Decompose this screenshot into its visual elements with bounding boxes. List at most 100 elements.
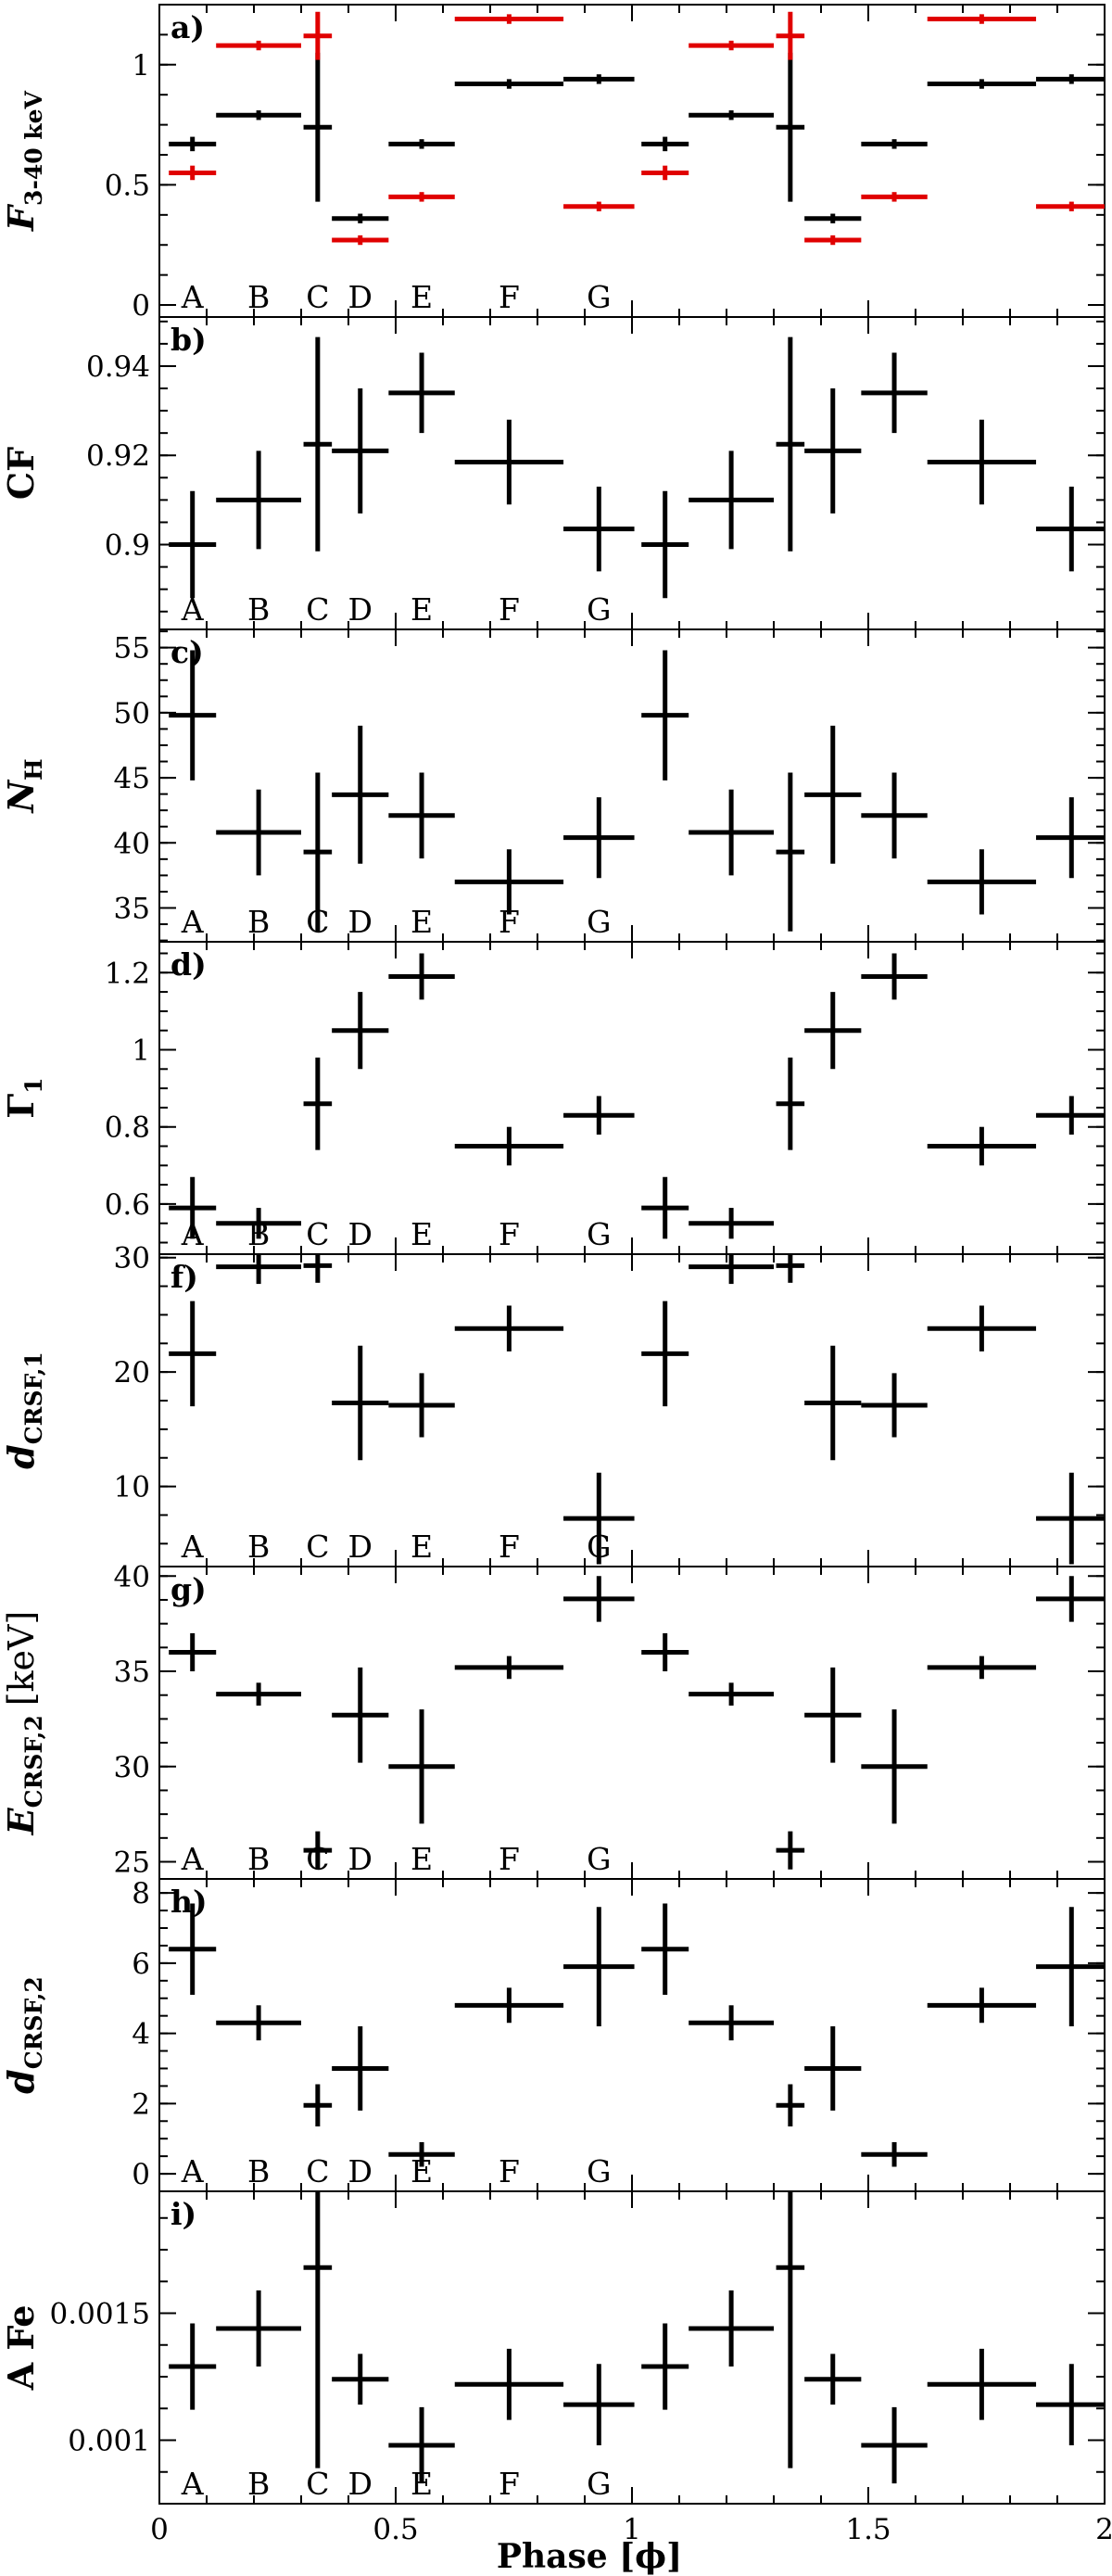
panel-letter: d) bbox=[171, 946, 207, 983]
data-point bbox=[454, 419, 564, 505]
data-point bbox=[169, 1632, 217, 1672]
y-tick-label: 0.8 bbox=[105, 1111, 150, 1145]
data-point bbox=[332, 992, 389, 1070]
data-point bbox=[861, 772, 928, 859]
data-point bbox=[641, 2323, 689, 2410]
phase-label-C: C bbox=[306, 1841, 329, 1877]
data-point bbox=[927, 419, 1037, 505]
data-point bbox=[216, 2005, 301, 2041]
y-axis-label-main: d bbox=[0, 2069, 42, 2094]
data-marks bbox=[169, 1576, 1105, 1870]
x-tick-label: 0 bbox=[150, 2513, 169, 2546]
y-tick-label: 0.9 bbox=[105, 529, 150, 563]
data-point bbox=[454, 849, 564, 915]
phase-label-G: G bbox=[587, 2466, 611, 2502]
data-point bbox=[861, 2141, 928, 2167]
phase-label-A: A bbox=[181, 2153, 205, 2189]
phase-label-B: B bbox=[247, 2153, 270, 2189]
phase-label-E: E bbox=[411, 1529, 433, 1565]
data-marks bbox=[169, 11, 1105, 246]
data-point bbox=[641, 136, 689, 152]
y-tick-label: 55 bbox=[114, 632, 150, 666]
data-point bbox=[804, 213, 862, 223]
data-point bbox=[861, 953, 928, 1000]
data-point bbox=[216, 2290, 301, 2367]
phase-label-C: C bbox=[306, 1529, 329, 1565]
phase-label-D: D bbox=[348, 2153, 373, 2189]
data-marks bbox=[169, 953, 1105, 1239]
phase-label-F: F bbox=[499, 1529, 520, 1565]
data-point bbox=[169, 165, 217, 181]
data-point bbox=[861, 139, 928, 149]
data-point bbox=[804, 235, 862, 246]
phase-label-E: E bbox=[411, 2153, 433, 2189]
phase-label-F: F bbox=[499, 2466, 520, 2502]
data-point bbox=[454, 1656, 564, 1680]
data-point bbox=[454, 1987, 564, 2024]
data-point bbox=[332, 1345, 389, 1461]
y-tick-label: 25 bbox=[114, 1846, 150, 1880]
data-point bbox=[861, 1709, 928, 1824]
panel-letter: c) bbox=[171, 634, 204, 670]
data-point bbox=[563, 1576, 635, 1622]
panel-letter: f) bbox=[171, 1259, 198, 1295]
y-tick-label: 0.6 bbox=[105, 1188, 150, 1222]
phase-label-E: E bbox=[411, 1841, 433, 1877]
data-point bbox=[169, 1903, 217, 1995]
data-point bbox=[303, 2084, 333, 2126]
phase-label-D: D bbox=[348, 1529, 373, 1565]
y-axis-label-sub: CRSF,2 bbox=[20, 1976, 47, 2069]
y-axis-label-main: CF bbox=[0, 447, 42, 500]
data-point bbox=[1036, 1096, 1105, 1136]
phase-label-G: G bbox=[587, 1841, 611, 1877]
data-point bbox=[776, 2084, 805, 2126]
data-point bbox=[689, 2005, 774, 2041]
data-point bbox=[927, 1126, 1037, 1166]
panel-c: 35 40 45 50 55 c) A B C D E F G NH bbox=[0, 628, 1106, 943]
data-point bbox=[1036, 797, 1105, 879]
data-point bbox=[169, 1176, 217, 1239]
phase-label-B: B bbox=[247, 1216, 270, 1252]
phase-label-B: B bbox=[247, 279, 270, 315]
data-point bbox=[169, 136, 217, 152]
phase-label-G: G bbox=[587, 904, 611, 940]
data-point bbox=[689, 450, 774, 550]
phase-label-D: D bbox=[348, 2466, 373, 2502]
data-point bbox=[689, 1208, 774, 1239]
data-point bbox=[861, 1373, 928, 1438]
data-point bbox=[689, 1682, 774, 1707]
data-marks bbox=[169, 1903, 1105, 2167]
data-point bbox=[169, 2323, 217, 2410]
phase-label-E: E bbox=[411, 279, 433, 315]
panel-i: 0.001 0.0015 i) A B C D E F G A Fe 0 0.5 1 1.5 2 bbox=[0, 2190, 1112, 2546]
panel-frame bbox=[158, 4, 1106, 318]
phase-label-D: D bbox=[348, 279, 373, 315]
data-marks bbox=[169, 1254, 1105, 1565]
data-point bbox=[388, 352, 455, 434]
y-tick-label: 35 bbox=[114, 892, 150, 925]
data-point bbox=[1036, 74, 1105, 84]
phase-label-B: B bbox=[247, 1529, 270, 1565]
data-point bbox=[641, 490, 689, 599]
phase-label-G: G bbox=[587, 1216, 611, 1252]
panel-frame bbox=[158, 1566, 1106, 1880]
y-tick-label: 0.5 bbox=[105, 169, 150, 202]
data-point bbox=[1036, 486, 1105, 572]
phase-label-B: B bbox=[247, 591, 270, 628]
data-point bbox=[454, 1305, 564, 1351]
x-tick-label: 1.5 bbox=[845, 2513, 891, 2546]
phase-label-C: C bbox=[306, 279, 329, 315]
y-axis-label-sub: 1 bbox=[20, 1077, 47, 1093]
phase-label-C: C bbox=[306, 591, 329, 628]
phase-label-G: G bbox=[587, 1529, 611, 1565]
phase-label-G: G bbox=[587, 591, 611, 628]
phase-label-C: C bbox=[306, 1216, 329, 1252]
data-point bbox=[804, 2354, 862, 2405]
data-point bbox=[563, 1472, 635, 1565]
data-point bbox=[303, 1057, 333, 1150]
data-point bbox=[388, 1709, 455, 1824]
panel-letter: b) bbox=[171, 322, 207, 358]
data-point bbox=[776, 772, 805, 932]
data-point bbox=[216, 789, 301, 876]
